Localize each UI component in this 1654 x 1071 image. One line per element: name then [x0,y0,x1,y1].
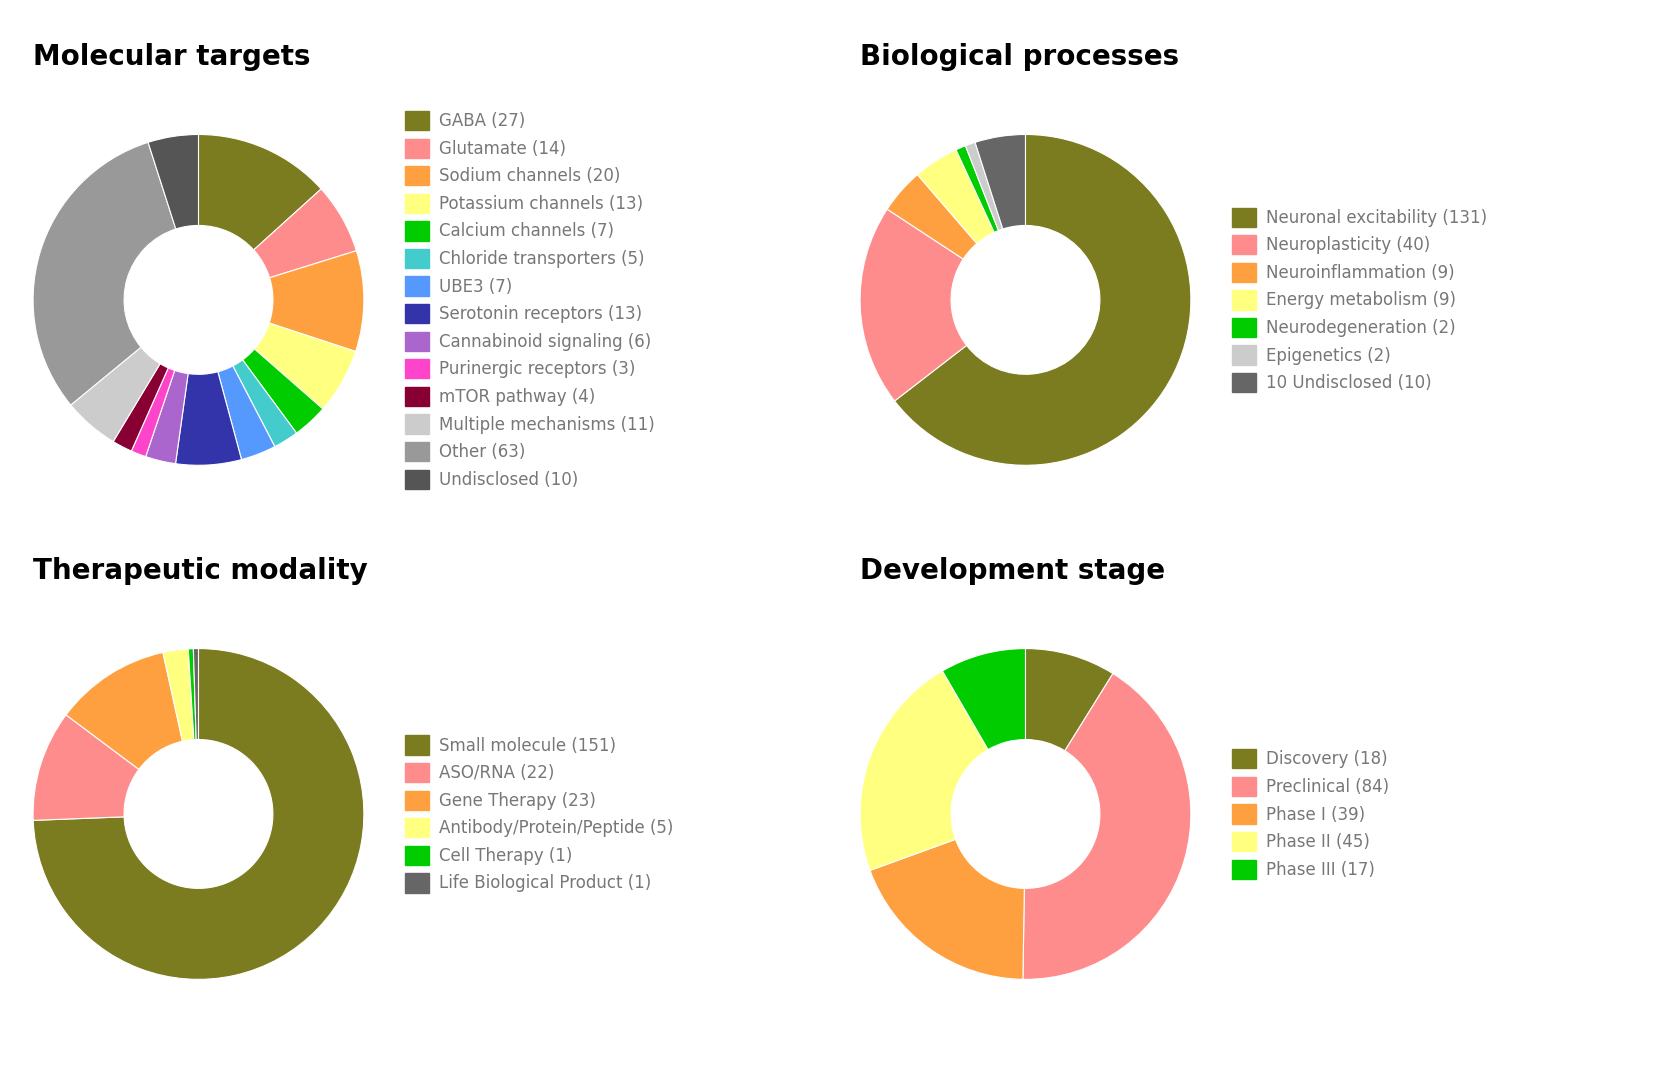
Wedge shape [198,135,321,250]
Wedge shape [966,142,1002,230]
Wedge shape [218,366,275,459]
Wedge shape [243,349,323,433]
Wedge shape [1025,649,1113,751]
Wedge shape [887,175,978,259]
Text: Development stage: Development stage [860,557,1164,585]
Wedge shape [860,670,987,871]
Wedge shape [33,714,139,820]
Wedge shape [976,135,1025,229]
Wedge shape [943,649,1025,750]
Wedge shape [131,368,175,456]
Wedge shape [918,150,994,243]
Wedge shape [33,142,175,405]
Wedge shape [149,135,198,229]
Wedge shape [71,347,160,441]
Wedge shape [164,649,194,741]
Wedge shape [860,209,966,401]
Text: Biological processes: Biological processes [860,43,1179,71]
Wedge shape [270,251,364,351]
Wedge shape [112,364,169,451]
Wedge shape [255,323,356,409]
Wedge shape [253,188,356,277]
Wedge shape [189,649,197,740]
Legend: GABA (27), Glutamate (14), Sodium channels (20), Potassium channels (13), Calciu: GABA (27), Glutamate (14), Sodium channe… [405,111,655,488]
Wedge shape [895,135,1191,465]
Legend: Small molecule (151), ASO/RNA (22), Gene Therapy (23), Antibody/Protein/Peptide : Small molecule (151), ASO/RNA (22), Gene… [405,736,673,892]
Wedge shape [194,649,198,740]
Legend: Discovery (18), Preclinical (84), Phase I (39), Phase II (45), Phase III (17): Discovery (18), Preclinical (84), Phase … [1232,750,1389,878]
Wedge shape [870,840,1024,979]
Wedge shape [33,649,364,979]
Legend: Neuronal excitability (131), Neuroplasticity (40), Neuroinflammation (9), Energy: Neuronal excitability (131), Neuroplasti… [1232,208,1487,392]
Text: Molecular targets: Molecular targets [33,43,311,71]
Text: Therapeutic modality: Therapeutic modality [33,557,367,585]
Wedge shape [956,146,999,232]
Wedge shape [146,371,189,464]
Wedge shape [175,372,241,465]
Wedge shape [66,652,182,769]
Wedge shape [1022,674,1191,979]
Wedge shape [233,360,296,447]
